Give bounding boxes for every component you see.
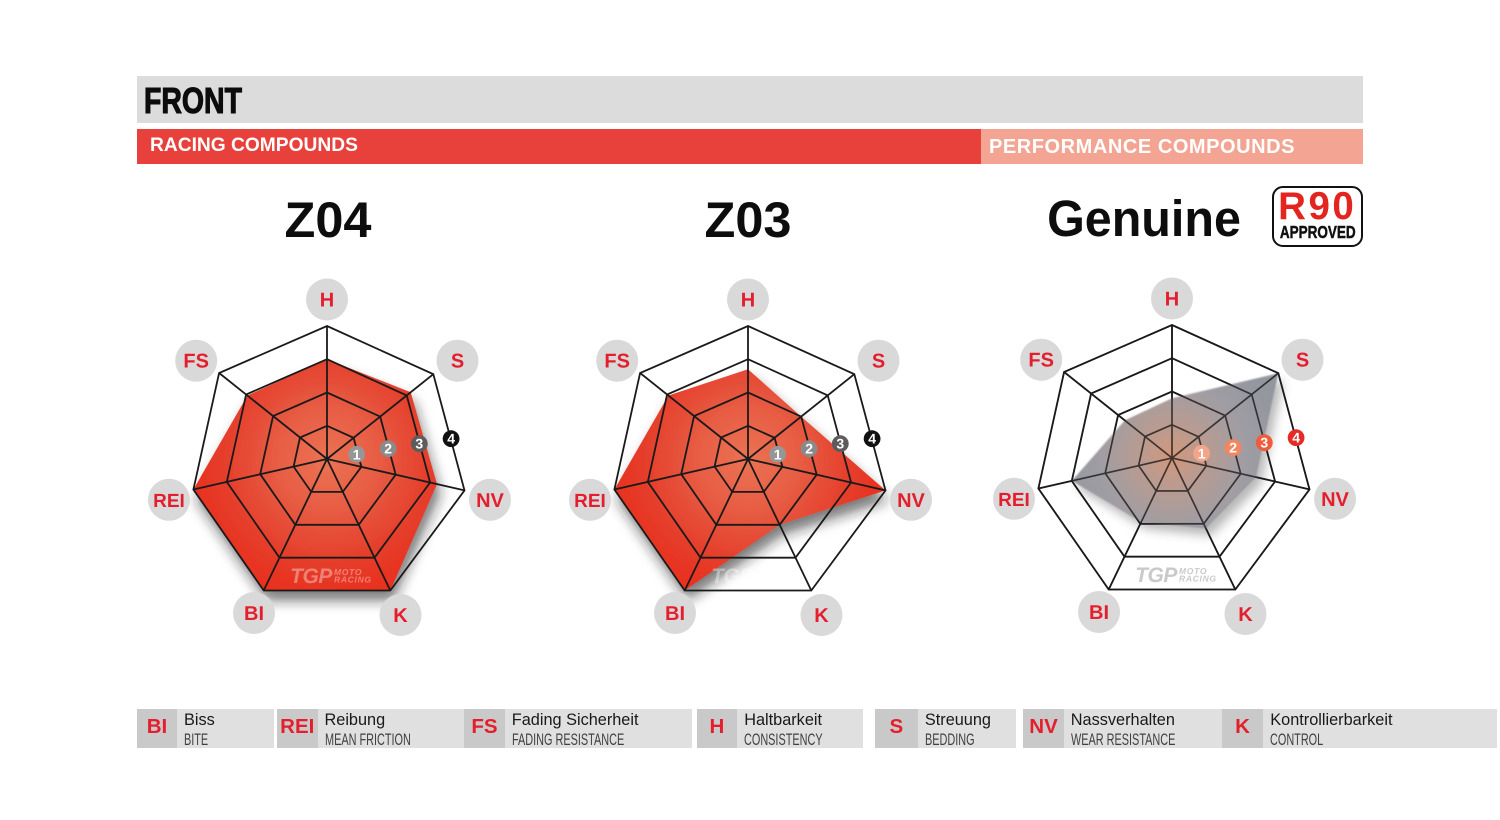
svg-text:BI: BI — [1089, 602, 1109, 624]
svg-text:FS: FS — [604, 350, 630, 372]
svg-text:3: 3 — [1260, 435, 1268, 451]
svg-text:3: 3 — [415, 435, 423, 451]
svg-text:S: S — [1296, 350, 1309, 372]
svg-text:TGP: TGP — [1135, 564, 1178, 587]
svg-text:K: K — [393, 605, 408, 627]
svg-text:1: 1 — [353, 446, 361, 462]
svg-text:TGP: TGP — [290, 565, 333, 588]
svg-text:FS: FS — [183, 350, 209, 372]
svg-text:FS: FS — [1028, 350, 1054, 372]
svg-text:4: 4 — [868, 430, 876, 446]
svg-text:BI: BI — [244, 603, 264, 625]
svg-text:MOTO: MOTO — [755, 567, 783, 577]
svg-text:4: 4 — [1292, 430, 1300, 446]
svg-text:1: 1 — [774, 446, 782, 462]
svg-text:NV: NV — [897, 489, 925, 511]
svg-text:RACING: RACING — [334, 574, 372, 584]
svg-text:S: S — [872, 350, 885, 372]
svg-text:BI: BI — [665, 603, 685, 625]
svg-text:2: 2 — [805, 440, 813, 456]
svg-text:1: 1 — [1198, 445, 1206, 461]
svg-text:K: K — [1238, 604, 1253, 626]
svg-text:H: H — [741, 289, 755, 311]
svg-text:RACING: RACING — [755, 574, 793, 584]
svg-text:NV: NV — [476, 489, 504, 511]
svg-text:4: 4 — [447, 430, 455, 446]
svg-text:3: 3 — [836, 435, 844, 451]
svg-text:RACING: RACING — [1179, 574, 1217, 584]
svg-text:H: H — [320, 289, 334, 311]
svg-text:K: K — [814, 605, 829, 627]
svg-text:S: S — [451, 350, 464, 372]
svg-text:MOTO: MOTO — [334, 567, 362, 577]
svg-text:MOTO: MOTO — [1179, 566, 1207, 576]
svg-text:TGP: TGP — [711, 565, 754, 588]
svg-text:NV: NV — [1321, 489, 1349, 511]
svg-text:2: 2 — [1229, 440, 1237, 456]
svg-text:H: H — [1165, 289, 1179, 311]
svg-text:REI: REI — [153, 490, 185, 511]
svg-text:REI: REI — [574, 490, 606, 511]
svg-text:REI: REI — [998, 490, 1030, 511]
svg-text:2: 2 — [384, 440, 392, 456]
